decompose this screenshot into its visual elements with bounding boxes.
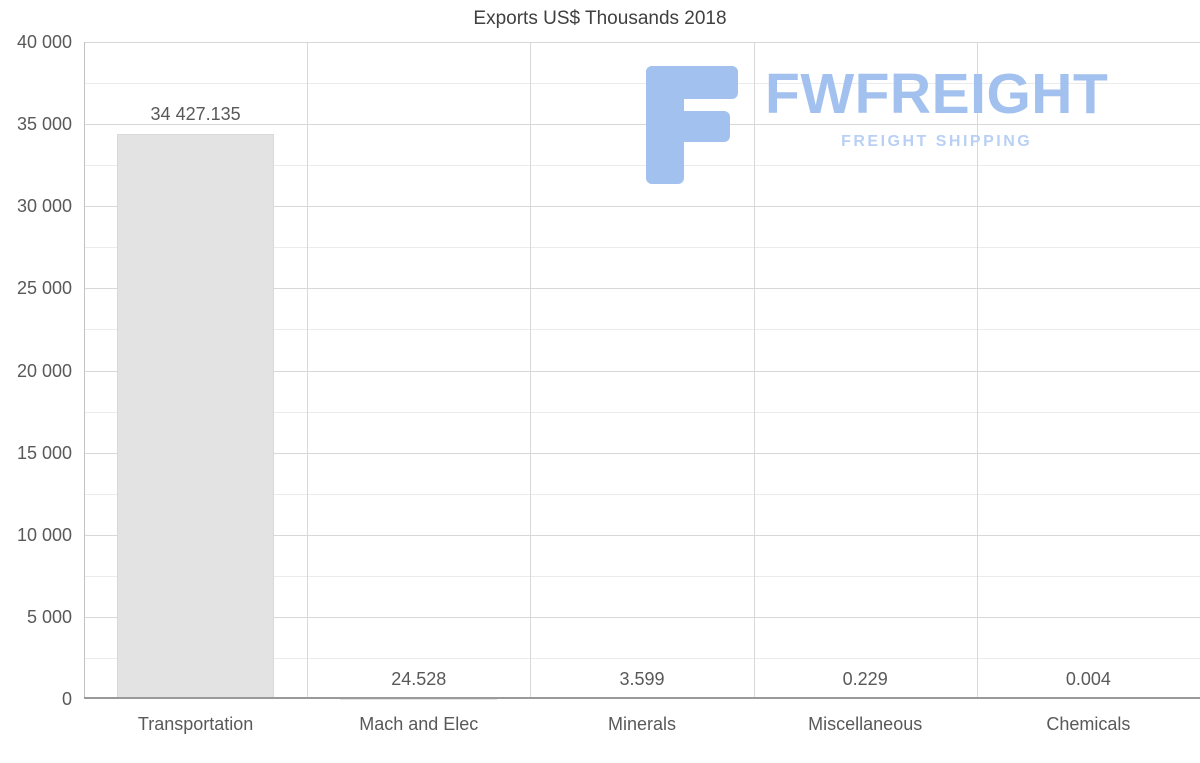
- watermark-brand: FWFREIGHT: [765, 62, 1109, 126]
- y-tick-label: 20 000: [16, 360, 72, 381]
- gridline-horizontal: [84, 657, 1200, 659]
- y-axis-line: [84, 42, 85, 699]
- y-tick-label: 15 000: [16, 442, 72, 463]
- fwfreight-logo-icon: [646, 66, 738, 184]
- category-label-transportation: Transportation: [137, 714, 254, 734]
- plot-area: FWFREIGHT FREIGHT SHIPPING 34 427.135 24.…: [84, 42, 1200, 699]
- gridline-horizontal: [84, 165, 1200, 167]
- bar-value-label: 34 427.135: [150, 103, 241, 124]
- gridline-vertical: [307, 42, 308, 699]
- gridline-horizontal: [84, 493, 1200, 495]
- gridline-horizontal: [84, 247, 1200, 249]
- gridline-vertical: [977, 42, 978, 699]
- gridline-horizontal: [84, 370, 1200, 372]
- y-tick-label: 35 000: [16, 114, 72, 135]
- bar-value-label: 24.528: [391, 668, 447, 689]
- category-label-miscellaneous: Miscellaneous: [808, 714, 923, 734]
- gridline-horizontal: [84, 616, 1200, 618]
- watermark: FWFREIGHT FREIGHT SHIPPING: [646, 66, 1108, 184]
- bar-transportation[interactable]: [116, 133, 275, 699]
- y-tick-label: 40 000: [16, 32, 72, 52]
- gridline-horizontal: [84, 534, 1200, 536]
- category-label-chemicals: Chemicals: [1046, 714, 1131, 734]
- y-tick-label: 0: [61, 689, 72, 709]
- gridline-horizontal: [84, 575, 1200, 577]
- category-label-mach-and-elec: Mach and Elec: [359, 714, 479, 734]
- gridline-horizontal: [84, 206, 1200, 208]
- y-tick-label: 25 000: [16, 278, 72, 299]
- gridline-horizontal: [84, 452, 1200, 454]
- category-label-minerals: Minerals: [607, 714, 676, 734]
- chart-title: Exports US$ Thousands 2018: [473, 8, 727, 29]
- y-tick-label: 10 000: [16, 524, 72, 545]
- gridline-horizontal: [84, 42, 1200, 43]
- gridline-vertical: [530, 42, 531, 699]
- watermark-text: FWFREIGHT FREIGHT SHIPPING: [765, 66, 1108, 151]
- gridline-horizontal: [84, 411, 1200, 413]
- bar-value-label: 0.004: [1065, 669, 1111, 689]
- bar-value-label: 0.229: [842, 669, 888, 689]
- gridline-horizontal: [84, 288, 1200, 290]
- y-tick-label: 30 000: [16, 196, 72, 217]
- gridline-vertical: [754, 42, 755, 699]
- y-tick-label: 5 000: [26, 606, 72, 627]
- gridline-horizontal: [84, 83, 1200, 85]
- watermark-tagline: FREIGHT SHIPPING: [841, 133, 1033, 150]
- gridline-horizontal: [84, 329, 1200, 331]
- bar-value-label: 3.599: [619, 668, 665, 689]
- gridline-horizontal: [84, 124, 1200, 126]
- x-axis-line: [84, 697, 1200, 699]
